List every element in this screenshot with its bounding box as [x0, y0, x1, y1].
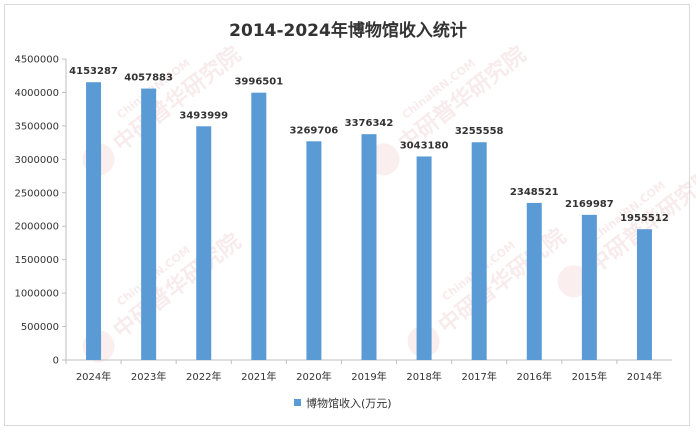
y-tick-label: 4500000 [14, 55, 59, 66]
x-tick-label: 2017年 [461, 370, 496, 383]
data-label: 2169987 [565, 199, 614, 210]
y-tick-label: 0 [53, 356, 59, 367]
x-tick-label: 2023年 [131, 370, 166, 383]
data-labels-layer: 4153287 4057883 3493999 3996501 3269706 33763… [69, 66, 669, 224]
data-label: 3043180 [400, 140, 449, 151]
bar [361, 134, 377, 360]
x-tick-label: 2021年 [241, 370, 276, 383]
x-tick-label: 2019年 [351, 370, 386, 383]
x-tick-label: 2020年 [296, 370, 331, 383]
legend: 博物馆收入(万元) [294, 396, 392, 410]
data-label: 3376342 [345, 118, 394, 129]
y-tick-label: 3500000 [14, 121, 59, 132]
x-tick-label: 2018年 [406, 370, 441, 383]
legend-swatch [294, 399, 301, 406]
data-label: 1955512 [620, 213, 669, 224]
bars-layer [86, 82, 652, 361]
bar [471, 142, 487, 360]
bar [86, 82, 102, 360]
data-label: 4153287 [69, 66, 118, 77]
bar [416, 156, 432, 360]
y-tick-label: 1000000 [14, 289, 59, 300]
chart-title: 2014-2024年博物馆收入统计 [229, 20, 467, 41]
y-tick-label: 3000000 [14, 155, 59, 166]
bar [251, 92, 267, 360]
bar [636, 229, 652, 360]
y-tick-label: 1500000 [14, 255, 59, 266]
chart-frame [4, 4, 690, 426]
data-label: 3996501 [234, 77, 283, 88]
bar [141, 88, 157, 360]
bar [526, 202, 542, 360]
x-tick-label: 2024年 [76, 370, 111, 383]
y-tick-label: 2500000 [14, 188, 59, 199]
data-label: 3255558 [455, 126, 504, 137]
watermark-logo-icon [557, 265, 590, 298]
data-label: 3269706 [290, 125, 339, 136]
x-tick-label: 2016年 [517, 370, 552, 383]
y-tick-label: 4000000 [14, 88, 59, 99]
data-label: 4057883 [124, 73, 173, 84]
bar [306, 141, 322, 360]
data-label: 2348521 [510, 187, 559, 198]
legend-label: 博物馆收入(万元) [306, 396, 392, 410]
data-label: 3493999 [179, 110, 228, 121]
y-tick-label: 500000 [21, 322, 59, 333]
x-tick-label: 2014年 [627, 370, 662, 383]
bar [581, 214, 597, 360]
y-tick-label: 2000000 [14, 222, 59, 233]
x-tick-label: 2022年 [186, 370, 221, 383]
axis-layer: 0 500000 1000000 1500000 2000000 2500000 30000… [14, 55, 672, 383]
bar [196, 126, 212, 361]
x-tick-label: 2015年 [572, 370, 607, 383]
